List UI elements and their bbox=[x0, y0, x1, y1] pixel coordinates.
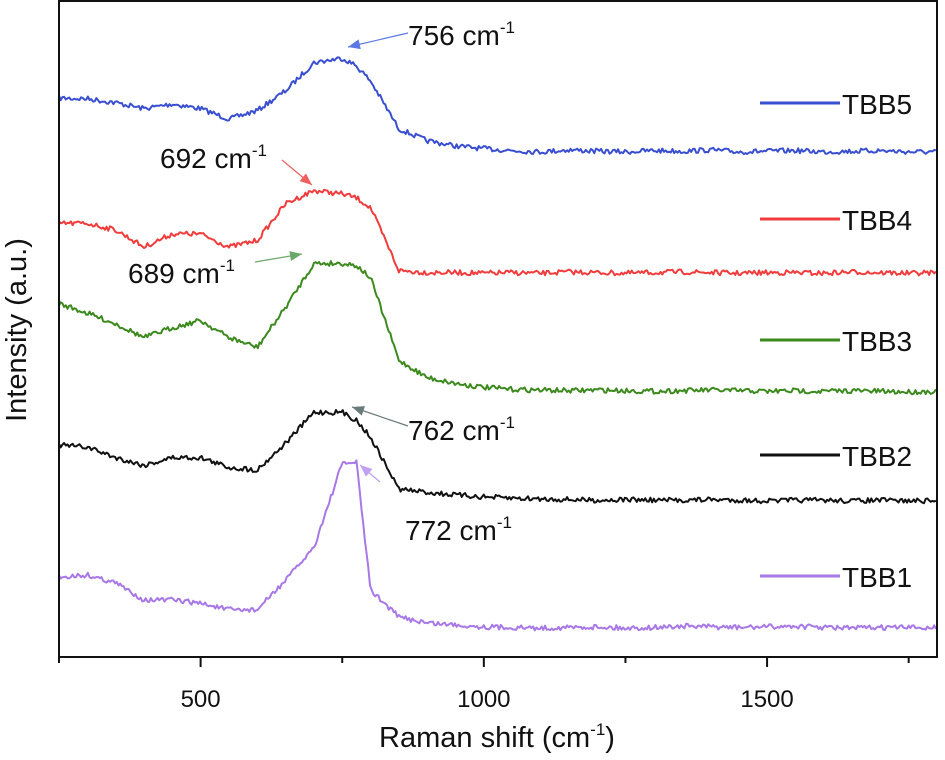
arrowhead-icon bbox=[289, 251, 302, 261]
series-layer bbox=[58, 56, 937, 632]
peak-annotation-tbb3: 689 cm-1 bbox=[128, 251, 303, 289]
peak-annotation-tbb1: 772 cm-1 bbox=[359, 464, 512, 546]
annotation-label: 762 cm-1 bbox=[408, 413, 515, 446]
annotation-label: 772 cm-1 bbox=[405, 513, 512, 546]
series-line-tbb5 bbox=[58, 56, 937, 156]
legend-label: TBB3 bbox=[842, 326, 912, 357]
series-line-tbb4 bbox=[58, 188, 937, 277]
series-line-tbb1 bbox=[58, 459, 937, 632]
arrowhead-icon bbox=[348, 39, 361, 50]
x-tick-label: 1500 bbox=[740, 686, 793, 713]
annotations: 756 cm-1 692 cm-1 689 cm-1 762 cm-1 772 cm-1 bbox=[128, 18, 515, 546]
legend: TBB5 TBB4 TBB3 TBB2 TBB1 bbox=[760, 89, 912, 593]
legend-label: TBB1 bbox=[842, 562, 912, 593]
annotation-label: 692 cm-1 bbox=[160, 141, 267, 174]
arrowhead-icon bbox=[352, 406, 365, 416]
peak-annotation-tbb2: 762 cm-1 bbox=[351, 406, 515, 446]
x-axis: 500 1000 1500 bbox=[58, 657, 910, 713]
legend-label: TBB2 bbox=[842, 441, 912, 472]
peak-annotation-tbb4: 692 cm-1 bbox=[160, 141, 313, 186]
x-tick-label: 1000 bbox=[457, 686, 510, 713]
legend-label: TBB4 bbox=[842, 205, 912, 236]
annotation-label: 689 cm-1 bbox=[128, 256, 235, 289]
peak-annotation-tbb5: 756 cm-1 bbox=[347, 18, 515, 51]
plot-frame bbox=[58, 0, 938, 658]
arrowhead-icon bbox=[360, 465, 373, 477]
arrowhead-icon bbox=[299, 173, 312, 185]
legend-label: TBB5 bbox=[842, 89, 912, 120]
x-tick-label: 500 bbox=[181, 686, 221, 713]
series-line-tbb2 bbox=[58, 409, 937, 505]
annotation-label: 756 cm-1 bbox=[408, 18, 515, 51]
x-axis-title: Raman shift (cm-1) bbox=[379, 720, 615, 754]
series-line-tbb3 bbox=[58, 260, 937, 396]
y-axis-title: Intensity (a.u.) bbox=[1, 238, 33, 422]
